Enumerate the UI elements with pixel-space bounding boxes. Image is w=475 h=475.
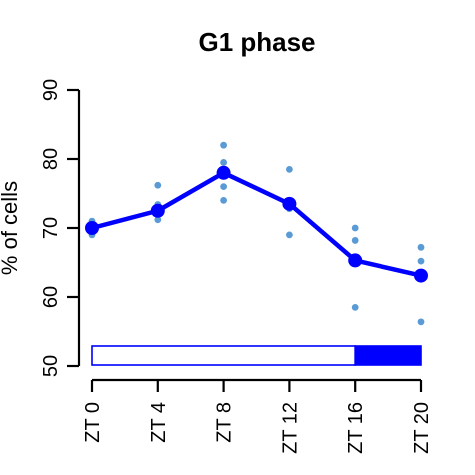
y-tick-label: 60: [40, 286, 62, 308]
y-axis-label: % of cells: [0, 181, 22, 275]
mean-point: [414, 268, 428, 283]
series-line: [91, 170, 422, 278]
light-phase-bar: [91, 345, 357, 366]
y-axis: 50 60 70 80 90: [40, 79, 81, 377]
replicate-point: [351, 237, 359, 244]
replicate-point: [417, 318, 425, 326]
mean-point: [150, 203, 165, 218]
replicate-point: [286, 231, 293, 239]
mean-points: [85, 165, 428, 283]
x-axis: ZT 0 ZT 4 ZT 8 ZT 12 ZT 16 ZT 20: [82, 378, 433, 454]
series-line-group: [91, 170, 422, 278]
y-tick-label: 80: [40, 148, 62, 170]
light-dark-bar: [91, 345, 422, 366]
chart-title: G1 phase: [198, 27, 315, 57]
mean-point: [348, 253, 363, 268]
x-tick-label: ZT 8: [214, 402, 236, 443]
mean-point: [85, 221, 99, 235]
replicate-point: [351, 303, 359, 311]
replicate-point: [154, 216, 162, 224]
y-tick-label: 50: [40, 355, 62, 377]
replicate-points: [88, 141, 425, 326]
replicate-point: [220, 183, 228, 191]
replicate-point: [154, 181, 162, 189]
replicate-point: [220, 141, 228, 149]
replicate-point: [220, 197, 228, 204]
mean-point: [282, 196, 297, 211]
x-tick-label: ZT 20: [411, 402, 433, 454]
x-tick-label: ZT 12: [279, 402, 301, 454]
dark-phase-bar: [354, 345, 422, 366]
x-tick-label: ZT 16: [345, 402, 367, 454]
x-tick-label: ZT 0: [82, 402, 104, 443]
mean-point: [216, 165, 231, 180]
y-tick-label: 90: [40, 79, 62, 101]
replicate-point: [286, 165, 293, 173]
x-tick-label: ZT 4: [148, 402, 170, 443]
replicate-point: [220, 159, 228, 166]
replicate-point: [417, 257, 425, 265]
replicate-point: [417, 243, 425, 251]
y-tick-label: 70: [40, 217, 62, 239]
replicate-point: [351, 224, 359, 232]
